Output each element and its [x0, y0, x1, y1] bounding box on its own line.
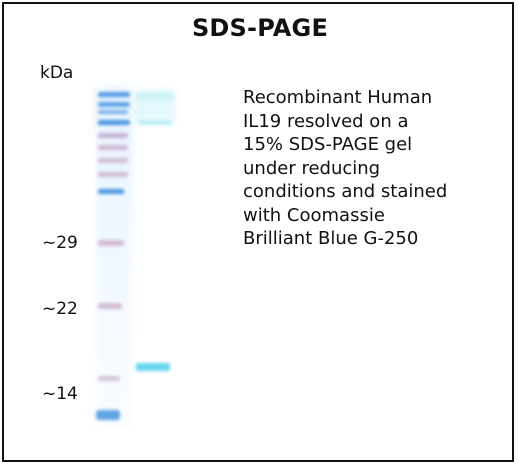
ladder-band: [98, 172, 128, 177]
figure-title: SDS-PAGE: [191, 14, 329, 42]
caption-line: Brilliant Blue G-250: [243, 228, 419, 249]
ladder-band: [98, 376, 120, 381]
sample-lane: [134, 90, 176, 371]
marker-label-14: ~14: [42, 384, 78, 404]
ladder-band: [98, 133, 128, 138]
caption-line: Recombinant Human: [243, 87, 433, 108]
ladder-band: [98, 189, 124, 194]
sample-band: [136, 92, 174, 100]
caption-line: with Coomassie: [243, 204, 385, 226]
ladder-band: [98, 240, 124, 246]
ladder-lane: [96, 88, 132, 428]
marker-label-29: ~29: [42, 233, 78, 253]
ladder-band: [96, 410, 120, 420]
ladder-band: [98, 92, 130, 97]
kda-axis-label: kDa: [40, 63, 74, 83]
ladder-band: [98, 120, 130, 125]
sample-band-il19: [136, 363, 170, 371]
ladder-band: [98, 158, 128, 163]
ladder-band: [98, 303, 122, 309]
marker-label-22: ~22: [42, 299, 78, 319]
ladder-band: [98, 110, 128, 114]
caption-line: IL19 resolved on a: [243, 110, 409, 132]
caption-line: conditions and stained: [243, 181, 448, 202]
caption: Recombinant Human IL19 resolved on a 15%…: [243, 86, 483, 251]
caption-line: 15% SDS-PAGE gel: [243, 134, 413, 155]
sample-band: [138, 120, 172, 125]
caption-line: under reducing: [243, 157, 381, 179]
figure-frame: [2, 2, 514, 462]
ladder-band: [98, 145, 128, 150]
ladder-band: [98, 102, 130, 107]
